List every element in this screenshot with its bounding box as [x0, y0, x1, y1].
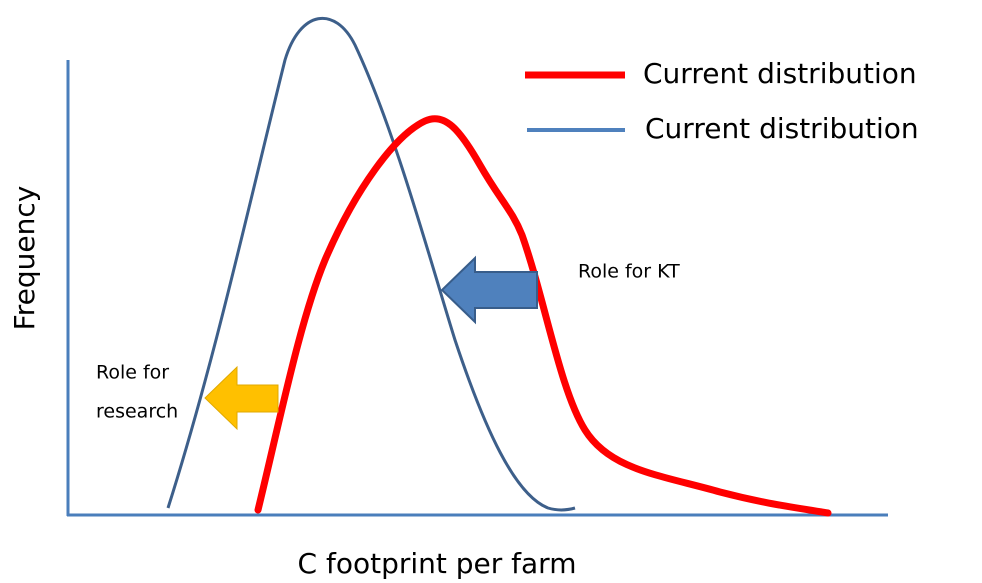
- annotation: research: [96, 401, 178, 423]
- kt-arrow: [440, 255, 538, 325]
- red-curve: [254, 115, 832, 517]
- annotation: Role for KT: [578, 261, 680, 283]
- blue-curve: [166, 16, 576, 512]
- annotation: Role for: [96, 362, 169, 384]
- x-axis-label: C footprint per farm: [298, 547, 577, 580]
- legend-label: Current distribution: [643, 57, 917, 90]
- legend-label: Current distribution: [645, 112, 919, 145]
- y-axis-label: Frequency: [8, 186, 41, 331]
- research-arrow: [204, 365, 279, 431]
